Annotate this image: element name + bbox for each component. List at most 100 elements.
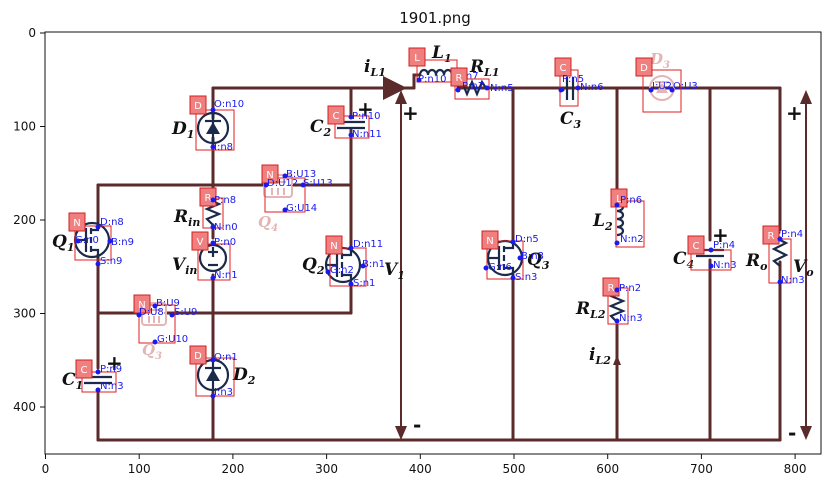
vo-plus-sign: + — [786, 101, 803, 125]
annotation-q3: N D:n5 G:n6 B:n3 S:n3 — [481, 230, 544, 283]
svg-text:S:U13: S:U13 — [303, 178, 333, 189]
inductor-l1 — [418, 68, 454, 76]
svg-text:P:n4: P:n4 — [713, 240, 735, 251]
label-c2: C2 — [310, 117, 332, 139]
svg-text:O:n10: O:n10 — [214, 99, 244, 110]
annotation-c3: C P:n5 N:n6 — [554, 57, 604, 107]
svg-text:C: C — [560, 63, 567, 74]
svg-text:S:U9: S:U9 — [174, 307, 197, 318]
label-d3: D3 — [649, 50, 670, 71]
svg-text:C: C — [81, 365, 88, 376]
svg-text:R: R — [608, 283, 615, 294]
svg-text:N:n1: N:n1 — [214, 270, 238, 281]
label-l1: L1 — [431, 43, 452, 65]
label-il1: iL1 — [364, 57, 386, 79]
capacitor-c3 — [565, 77, 575, 100]
label-ro: Ro — [745, 251, 767, 273]
annotation-c4: C P:n4 N:n3 — [687, 235, 737, 271]
annotation-c2: C P:n10 N:n11 — [327, 105, 382, 140]
svg-text:N: N — [266, 170, 273, 181]
vo-minus-sign: - — [788, 421, 796, 445]
y-axis: 0 100 200 300 400 — [13, 26, 45, 414]
label-il2: iL2 — [589, 345, 611, 367]
svg-text:P:n0: P:n0 — [214, 237, 236, 248]
svg-text:G:n6: G:n6 — [488, 262, 512, 273]
x-tick-label: 400 — [409, 462, 432, 476]
plot-title: 1901.png — [399, 9, 471, 27]
svg-text:N:n6: N:n6 — [580, 82, 604, 93]
label-c4: C4 — [673, 249, 694, 271]
svg-text:I:U2: I:U2 — [652, 81, 672, 92]
annotation-d3: D I:U2 O:U3 — [635, 57, 698, 113]
annotation-q2: N D:n11 G:n2 B:n1 S:n1 — [325, 235, 385, 289]
label-vo: Vo — [793, 257, 814, 279]
svg-text:D: D — [640, 63, 648, 74]
y-tick-label: 0 — [28, 26, 36, 40]
label-c3: C3 — [560, 109, 582, 131]
y-tick-label: 200 — [13, 213, 36, 227]
annotation-rl1: R P:n7 N:n5 — [450, 67, 514, 100]
svg-text:N:n2: N:n2 — [620, 234, 644, 245]
svg-text:R: R — [205, 193, 212, 204]
svg-text:N: N — [486, 236, 493, 247]
svg-text:I:n3: I:n3 — [214, 387, 233, 398]
svg-text:B:U9: B:U9 — [156, 298, 180, 309]
svg-text:B:n3: B:n3 — [521, 251, 544, 262]
x-tick-label: 200 — [221, 462, 244, 476]
label-rin: Rin — [173, 207, 200, 229]
svg-text:C: C — [693, 241, 700, 252]
annotation-rl2: R P:n2 N:n3 — [602, 277, 643, 325]
svg-text:N:n5: N:n5 — [490, 83, 514, 94]
annotation-q1: N D:n8 G:n0 B:n9 S:n9 — [68, 212, 134, 267]
diode-d1 — [196, 111, 230, 145]
annotation-l2: L P:n6 N:n2 — [610, 188, 645, 248]
svg-text:S:n3: S:n3 — [515, 272, 537, 283]
svg-text:N:n3: N:n3 — [619, 313, 643, 324]
svg-text:P:n6: P:n6 — [620, 195, 642, 206]
svg-text:L: L — [414, 53, 420, 64]
label-q1: Q1 — [52, 232, 74, 254]
label-q4: Q4 — [258, 213, 278, 234]
svg-text:R: R — [456, 73, 463, 84]
svg-text:N: N — [138, 300, 145, 311]
annotation-d2: D O:n1 I:n3 — [189, 345, 238, 399]
svg-text:I:n8: I:n8 — [214, 142, 233, 153]
svg-text:G:n2: G:n2 — [330, 265, 354, 276]
annotation-vin: V P:n0 N:n1 — [191, 231, 238, 281]
svg-text:D:U12: D:U12 — [267, 178, 298, 189]
annotation-c1: C P:n9 N:n3 — [75, 359, 124, 393]
v1-plus-sign: + — [402, 101, 419, 125]
x-tick-label: 300 — [315, 462, 338, 476]
label-q3-ghost: Q3 — [142, 341, 162, 362]
svg-text:P:n5: P:n5 — [562, 74, 584, 85]
svg-text:O:n1: O:n1 — [214, 352, 238, 363]
svg-text:G:U14: G:U14 — [286, 203, 317, 214]
svg-text:P:n7: P:n7 — [462, 81, 484, 92]
svg-text:D:n5: D:n5 — [515, 234, 539, 245]
label-c1: C1 — [62, 370, 83, 392]
c2-plus-sign: + — [357, 97, 374, 121]
svg-text:R: R — [768, 231, 775, 242]
transistor-q3-ghost — [141, 302, 167, 326]
label-l2: L2 — [592, 211, 613, 233]
label-v1: V1 — [384, 260, 405, 282]
svg-text:O:U3: O:U3 — [673, 81, 698, 92]
svg-text:N:n3: N:n3 — [781, 275, 805, 286]
svg-text:G:n0: G:n0 — [75, 235, 99, 246]
y-tick-label: 300 — [13, 307, 36, 321]
svg-text:N: N — [73, 218, 80, 229]
label-rl2: RL2 — [575, 299, 606, 321]
svg-text:D: D — [194, 101, 202, 112]
x-tick-label: 0 — [42, 462, 50, 476]
axes-frame — [44, 31, 822, 455]
svg-text:P:n10: P:n10 — [352, 111, 380, 122]
label-d2: D2 — [232, 365, 256, 387]
svg-text:P:n8: P:n8 — [214, 195, 236, 206]
label-q2: Q2 — [302, 255, 325, 277]
annotation-rin: R P:n8 N:n0 — [199, 187, 238, 233]
x-axis: 0 100 200 300 400 500 600 700 800 — [42, 454, 807, 476]
svg-text:D: D — [194, 351, 202, 362]
svg-text:V: V — [197, 237, 204, 248]
annotation-q3-ghost: N B:U9 D:U8 S:U9 G:U10 — [133, 294, 197, 345]
v1-minus-sign: - — [413, 413, 421, 437]
